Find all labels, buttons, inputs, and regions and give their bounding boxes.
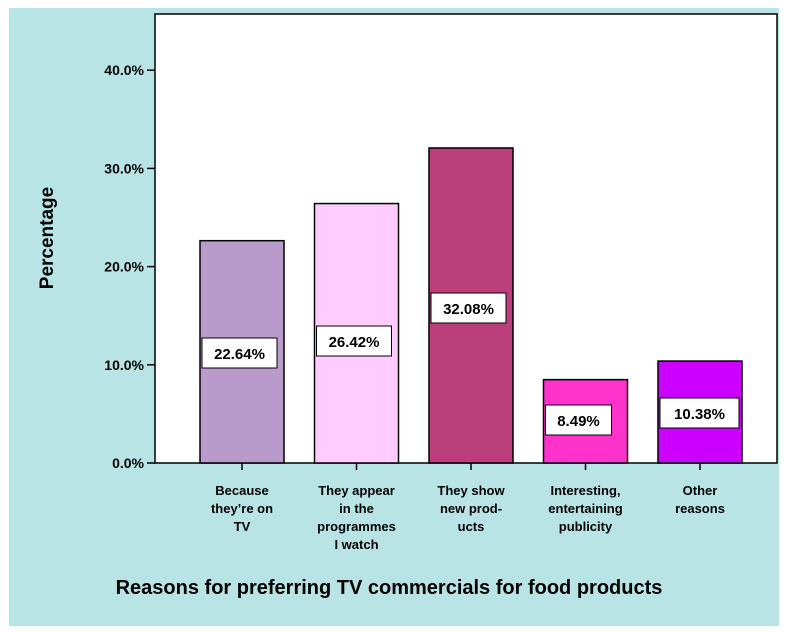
y-tick-label: 20.0% <box>104 259 144 275</box>
data-label: 10.38% <box>674 406 725 423</box>
y-tick-label: 40.0% <box>104 62 144 78</box>
chart-frame: 0.0% 10.0% 20.0% 30.0% 40.0% 22.64% 26.42% 32.… <box>9 8 779 626</box>
bar-chart: 0.0% 10.0% 20.0% 30.0% 40.0% 22.64% 26.42% 32.… <box>9 8 779 626</box>
data-label: 22.64% <box>214 346 265 363</box>
category-label: Interesting, entertaining publicity <box>548 483 622 534</box>
data-label: 26.42% <box>329 334 380 351</box>
y-tick-label: 10.0% <box>104 357 144 373</box>
data-label: 32.08% <box>443 301 494 318</box>
data-label: 8.49% <box>557 413 600 430</box>
x-axis-title: Reasons for preferring TV commercials fo… <box>116 577 663 599</box>
y-tick-label: 30.0% <box>104 160 144 176</box>
y-tick-label: 0.0% <box>112 455 144 471</box>
y-axis-title: Percentage <box>37 187 58 289</box>
